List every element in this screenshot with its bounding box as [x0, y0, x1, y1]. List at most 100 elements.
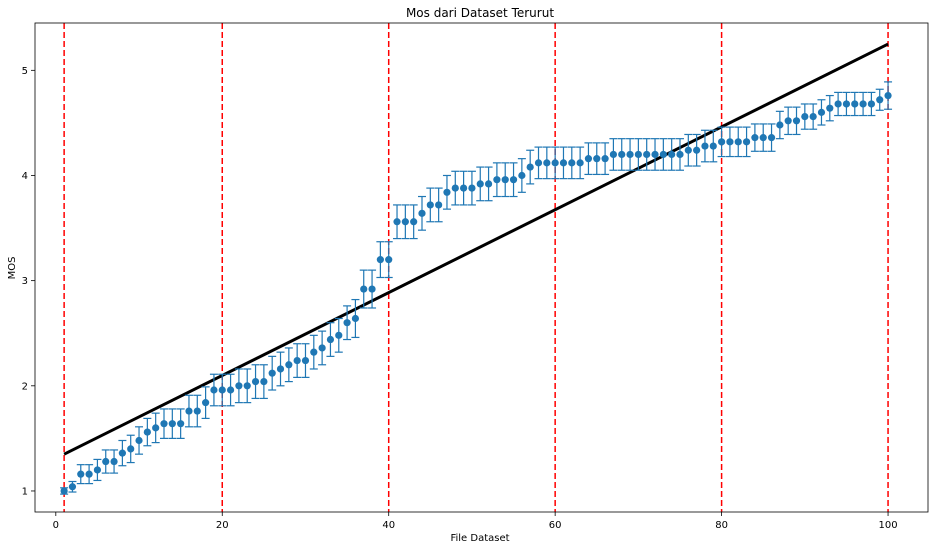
y-tick-label: 5	[22, 66, 28, 77]
data-point	[767, 134, 776, 142]
data-point	[360, 285, 368, 293]
data-point	[751, 134, 759, 142]
data-point	[202, 399, 210, 407]
data-point	[77, 470, 85, 478]
data-point	[102, 457, 110, 466]
data-point	[726, 138, 734, 146]
x-tick-label: 100	[879, 520, 898, 531]
data-point	[260, 378, 268, 386]
data-point	[693, 146, 701, 154]
data-point	[568, 159, 576, 167]
data-point	[476, 180, 484, 188]
data-point	[593, 155, 601, 163]
data-point	[709, 142, 717, 150]
data-point	[335, 331, 343, 339]
data-point	[601, 155, 609, 163]
data-point	[318, 344, 326, 352]
data-point	[484, 180, 493, 188]
data-point	[809, 112, 817, 121]
data-point	[742, 138, 751, 146]
data-point	[842, 100, 851, 108]
data-point	[185, 407, 193, 415]
data-point	[518, 171, 526, 180]
data-point	[801, 112, 809, 121]
data-point	[534, 159, 543, 167]
data-point	[884, 91, 892, 100]
data-point	[426, 201, 434, 209]
x-tick-label: 80	[715, 520, 728, 531]
data-point	[584, 155, 593, 163]
data-point	[393, 218, 401, 226]
data-point	[93, 466, 102, 474]
data-point	[152, 424, 160, 432]
data-point	[826, 104, 834, 112]
data-point	[559, 159, 568, 167]
x-tick-label: 60	[549, 520, 562, 531]
data-point	[501, 176, 509, 184]
data-point	[385, 256, 393, 264]
data-point	[876, 96, 884, 104]
data-point	[168, 420, 176, 428]
data-point	[218, 386, 226, 394]
data-point	[651, 150, 659, 159]
data-point	[609, 150, 618, 159]
data-point	[251, 378, 260, 386]
axis-ticks: 0 20 40 60 80 100 1 2 3 4 5	[22, 66, 898, 531]
trend-line	[63, 42, 889, 456]
x-axis-label: File Dataset	[450, 533, 509, 544]
data-point	[410, 218, 418, 226]
data-point	[817, 108, 826, 116]
data-point	[268, 369, 276, 377]
data-point	[177, 420, 185, 428]
x-tick-label: 20	[216, 520, 229, 531]
plot-area	[60, 23, 893, 512]
data-point	[301, 356, 310, 365]
data-point	[784, 117, 792, 125]
data-point	[143, 428, 151, 436]
data-point	[343, 319, 351, 327]
data-point	[160, 420, 168, 428]
data-point	[618, 150, 626, 159]
data-point	[634, 150, 642, 159]
data-point	[235, 382, 243, 390]
chart-title: Mos dari Dataset Terurut	[406, 6, 554, 20]
data-point	[85, 470, 93, 478]
data-point	[276, 365, 285, 373]
data-point	[859, 100, 867, 108]
data-point	[210, 386, 218, 394]
y-axis-label: MOS	[7, 257, 18, 280]
data-point	[626, 150, 634, 159]
data-point	[684, 146, 692, 154]
data-point	[60, 487, 68, 495]
data-point	[468, 184, 476, 192]
y-tick-label: 2	[22, 381, 28, 392]
data-point	[285, 361, 293, 369]
data-point	[460, 184, 468, 192]
data-point	[676, 150, 684, 159]
data-point	[701, 142, 709, 150]
data-point	[135, 436, 143, 445]
x-tick-label: 0	[53, 520, 59, 531]
data-point	[110, 457, 118, 466]
data-point	[834, 100, 842, 108]
data-point	[68, 483, 77, 491]
data-point	[376, 256, 384, 264]
data-point	[551, 159, 559, 167]
data-point	[351, 314, 360, 323]
data-point	[659, 150, 667, 159]
data-point	[226, 386, 235, 394]
plot-frame	[34, 22, 929, 513]
data-point	[792, 117, 801, 125]
x-tick-label: 40	[382, 520, 395, 531]
data-point	[718, 138, 726, 146]
data-point	[526, 163, 534, 171]
data-point	[643, 150, 651, 159]
data-point	[509, 176, 518, 184]
data-point	[576, 159, 584, 167]
data-point	[418, 209, 426, 217]
y-tick-label: 3	[22, 276, 28, 287]
data-point	[193, 407, 201, 415]
data-point	[543, 159, 551, 167]
data-point	[734, 138, 742, 146]
